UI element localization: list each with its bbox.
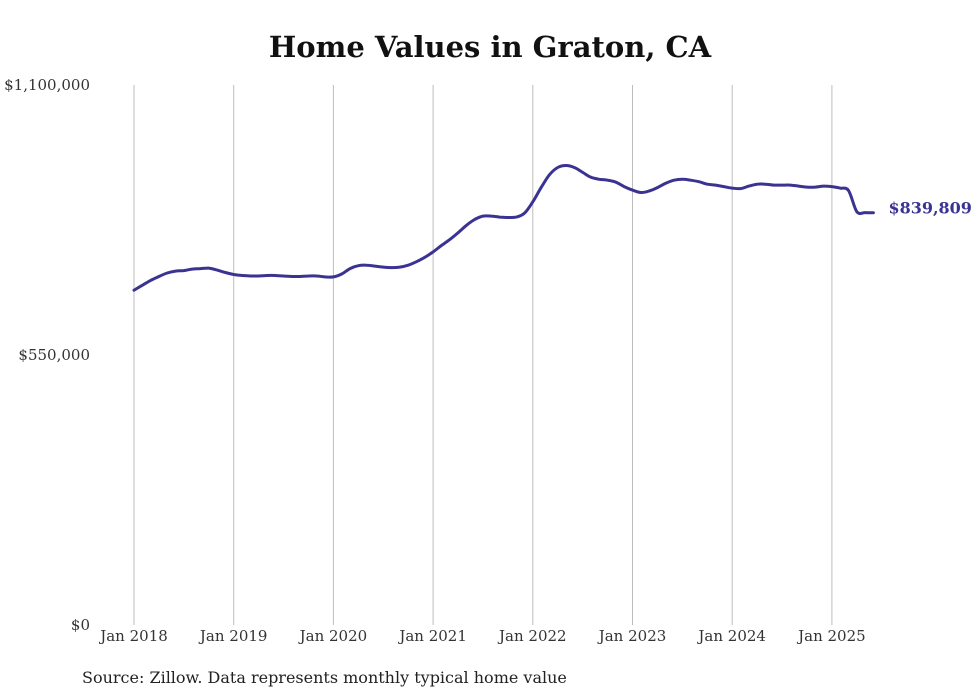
x-tick-label: Jan 2020 <box>298 627 368 645</box>
source-note: Source: Zillow. Data represents monthly … <box>82 668 567 687</box>
y-axis-ticks: $0 $550,000 $1,100,000 <box>4 76 90 634</box>
last-value-label: $839,809 <box>888 199 972 218</box>
x-tick-label: Jan 2021 <box>397 627 467 645</box>
home-value-line <box>132 164 875 292</box>
x-tick-label: Jan 2019 <box>198 627 268 645</box>
chart-title: Home Values in Graton, CA <box>268 30 712 64</box>
x-tick-label: Jan 2025 <box>796 627 866 645</box>
x-tick-label: Jan 2023 <box>597 627 667 645</box>
y-tick-label: $550,000 <box>18 346 90 364</box>
y-tick-label: $1,100,000 <box>4 76 90 94</box>
x-axis-ticks: Jan 2018 Jan 2019 Jan 2020 Jan 2021 Jan 2022… <box>98 627 865 645</box>
x-tick-label: Jan 2022 <box>497 627 567 645</box>
grid-lines <box>133 85 833 625</box>
y-tick-label: $0 <box>71 616 90 634</box>
x-tick-label: Jan 2018 <box>98 627 168 645</box>
x-tick-label: Jan 2024 <box>696 627 766 645</box>
